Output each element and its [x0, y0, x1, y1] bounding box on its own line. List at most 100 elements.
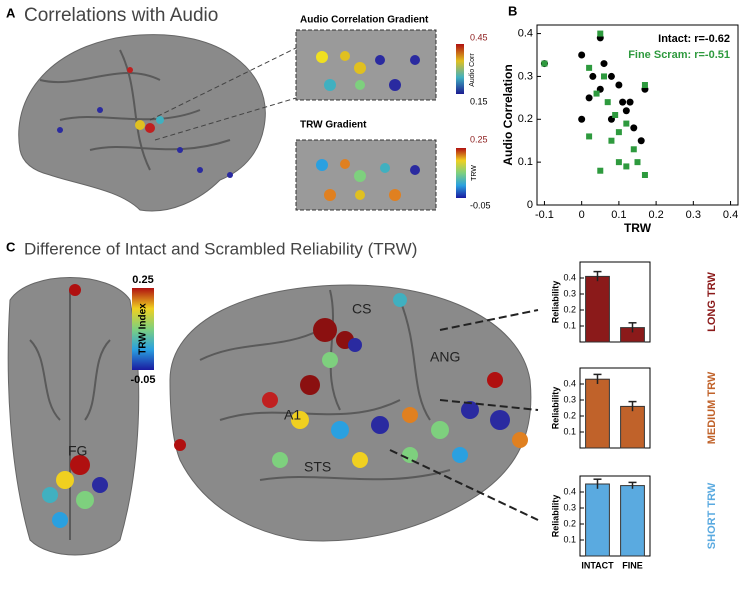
inset-image — [295, 29, 437, 101]
inset-dots — [316, 51, 420, 91]
y-tick-label: 0.4 — [563, 378, 576, 388]
x-tick-label: 0.2 — [648, 209, 663, 221]
panel-label: A — [6, 5, 16, 20]
y-tick-label: 0.1 — [563, 426, 576, 436]
y-axis-label: Reliability — [550, 281, 560, 324]
data-point — [622, 107, 630, 115]
y-axis-label: Reliability — [550, 387, 560, 430]
data-point — [619, 98, 627, 106]
y-tick-label: 0.1 — [563, 320, 576, 330]
data-point — [601, 73, 607, 80]
bar — [585, 483, 610, 557]
data-point — [589, 72, 597, 80]
y-tick-label: 0.3 — [563, 288, 576, 298]
data-point — [541, 60, 548, 67]
colorbar-label: Audio Corr — [469, 53, 476, 87]
panel-title: Correlations with Audio — [24, 5, 218, 26]
colorbar-label: TRW Index — [138, 303, 149, 355]
y-tick-label: 0.1 — [518, 156, 533, 168]
y-tick-label: 0.4 — [563, 272, 576, 282]
data-point — [637, 137, 645, 145]
data-point — [623, 120, 630, 127]
data-point — [623, 163, 630, 170]
x-tick-label: -0.1 — [535, 209, 554, 221]
y-axis-label: Reliability — [550, 495, 560, 538]
y-tick-label: 0.2 — [563, 410, 576, 420]
data-point — [615, 129, 622, 136]
colorbar-max: 0.25 — [132, 274, 153, 286]
data-point — [578, 115, 586, 123]
brain-image — [18, 34, 297, 212]
x-tick-label: 0.1 — [611, 209, 626, 221]
y-tick-label: 0.2 — [563, 518, 576, 528]
y-tick-label: 0.1 — [563, 534, 576, 544]
bar — [585, 275, 610, 343]
colorbar: 0.45 0.15 Audio Corr 0.25 -0.05 TRW — [456, 32, 491, 210]
plot-frame — [579, 475, 651, 557]
region-label: A1 — [284, 407, 301, 423]
y-tick-label: 0.3 — [563, 394, 576, 404]
y-tick-label: 0.2 — [563, 304, 576, 314]
data-point — [615, 81, 623, 89]
data-point — [607, 72, 615, 80]
data-point — [641, 82, 648, 88]
y-tick-label: 0.3 — [563, 502, 576, 512]
panel-label: B — [508, 3, 517, 18]
y-tick-label: 0.2 — [518, 113, 533, 125]
brain-image — [7, 277, 539, 556]
side-label: LONG TRW — [706, 272, 718, 332]
bar — [620, 405, 645, 449]
region-label: STS — [304, 459, 331, 475]
data-point — [578, 51, 586, 59]
data-point — [586, 64, 593, 71]
inset-title: Audio Correlation Gradient — [300, 15, 429, 26]
bar — [585, 378, 610, 449]
inset-dots — [316, 159, 420, 201]
y-tick-label: 0.4 — [518, 27, 533, 39]
x-tick-label: 0.4 — [723, 209, 738, 221]
x-tick-label: FINE — [622, 560, 643, 570]
side-label: MEDIUM TRW — [706, 371, 718, 444]
colorbar: 0.25 -0.05 TRW Index — [130, 274, 155, 386]
bar — [620, 485, 645, 557]
colorbar-label: TRW — [471, 165, 478, 181]
x-axis-label: TRW — [624, 221, 652, 235]
region-label: FG — [68, 443, 87, 459]
data-point — [612, 112, 619, 118]
side-label: SHORT TRW — [706, 482, 718, 549]
data-point — [593, 90, 600, 97]
data-point — [600, 60, 608, 68]
data-point — [608, 137, 615, 144]
y-tick-label: 0.3 — [518, 70, 533, 82]
colorbar-min: 0.15 — [470, 96, 488, 106]
colorbar-max: 0.45 — [470, 32, 488, 42]
data-point — [634, 159, 641, 166]
plot-frame — [579, 261, 651, 343]
colorbar-max: 0.25 — [470, 134, 488, 144]
panel-label: C — [6, 239, 16, 254]
data-point — [641, 172, 648, 178]
data-point — [615, 159, 622, 166]
x-tick-label: 0.3 — [686, 209, 701, 221]
data-point — [597, 30, 604, 37]
y-tick-label: 0 — [527, 199, 533, 211]
data-point — [586, 133, 593, 140]
colorbar-min: -0.05 — [130, 374, 155, 386]
x-tick-label: INTACT — [581, 560, 614, 570]
data-point — [626, 98, 634, 106]
region-label: ANG — [430, 349, 460, 365]
region-label: CS — [352, 301, 371, 317]
legend-entry: Intact: r=-0.62 — [658, 33, 730, 45]
colorbar-min: -0.05 — [470, 200, 491, 210]
y-axis-label: Audio Correlation — [501, 64, 515, 165]
data-point — [604, 99, 611, 106]
legend-entry: Fine Scram: r=-0.51 — [628, 49, 730, 61]
data-point — [585, 94, 593, 102]
plot-frame — [536, 24, 739, 206]
inset-title: TRW Gradient — [300, 120, 367, 131]
data-point — [630, 146, 637, 153]
data-point — [630, 124, 638, 132]
y-tick-label: 0.4 — [563, 486, 576, 496]
